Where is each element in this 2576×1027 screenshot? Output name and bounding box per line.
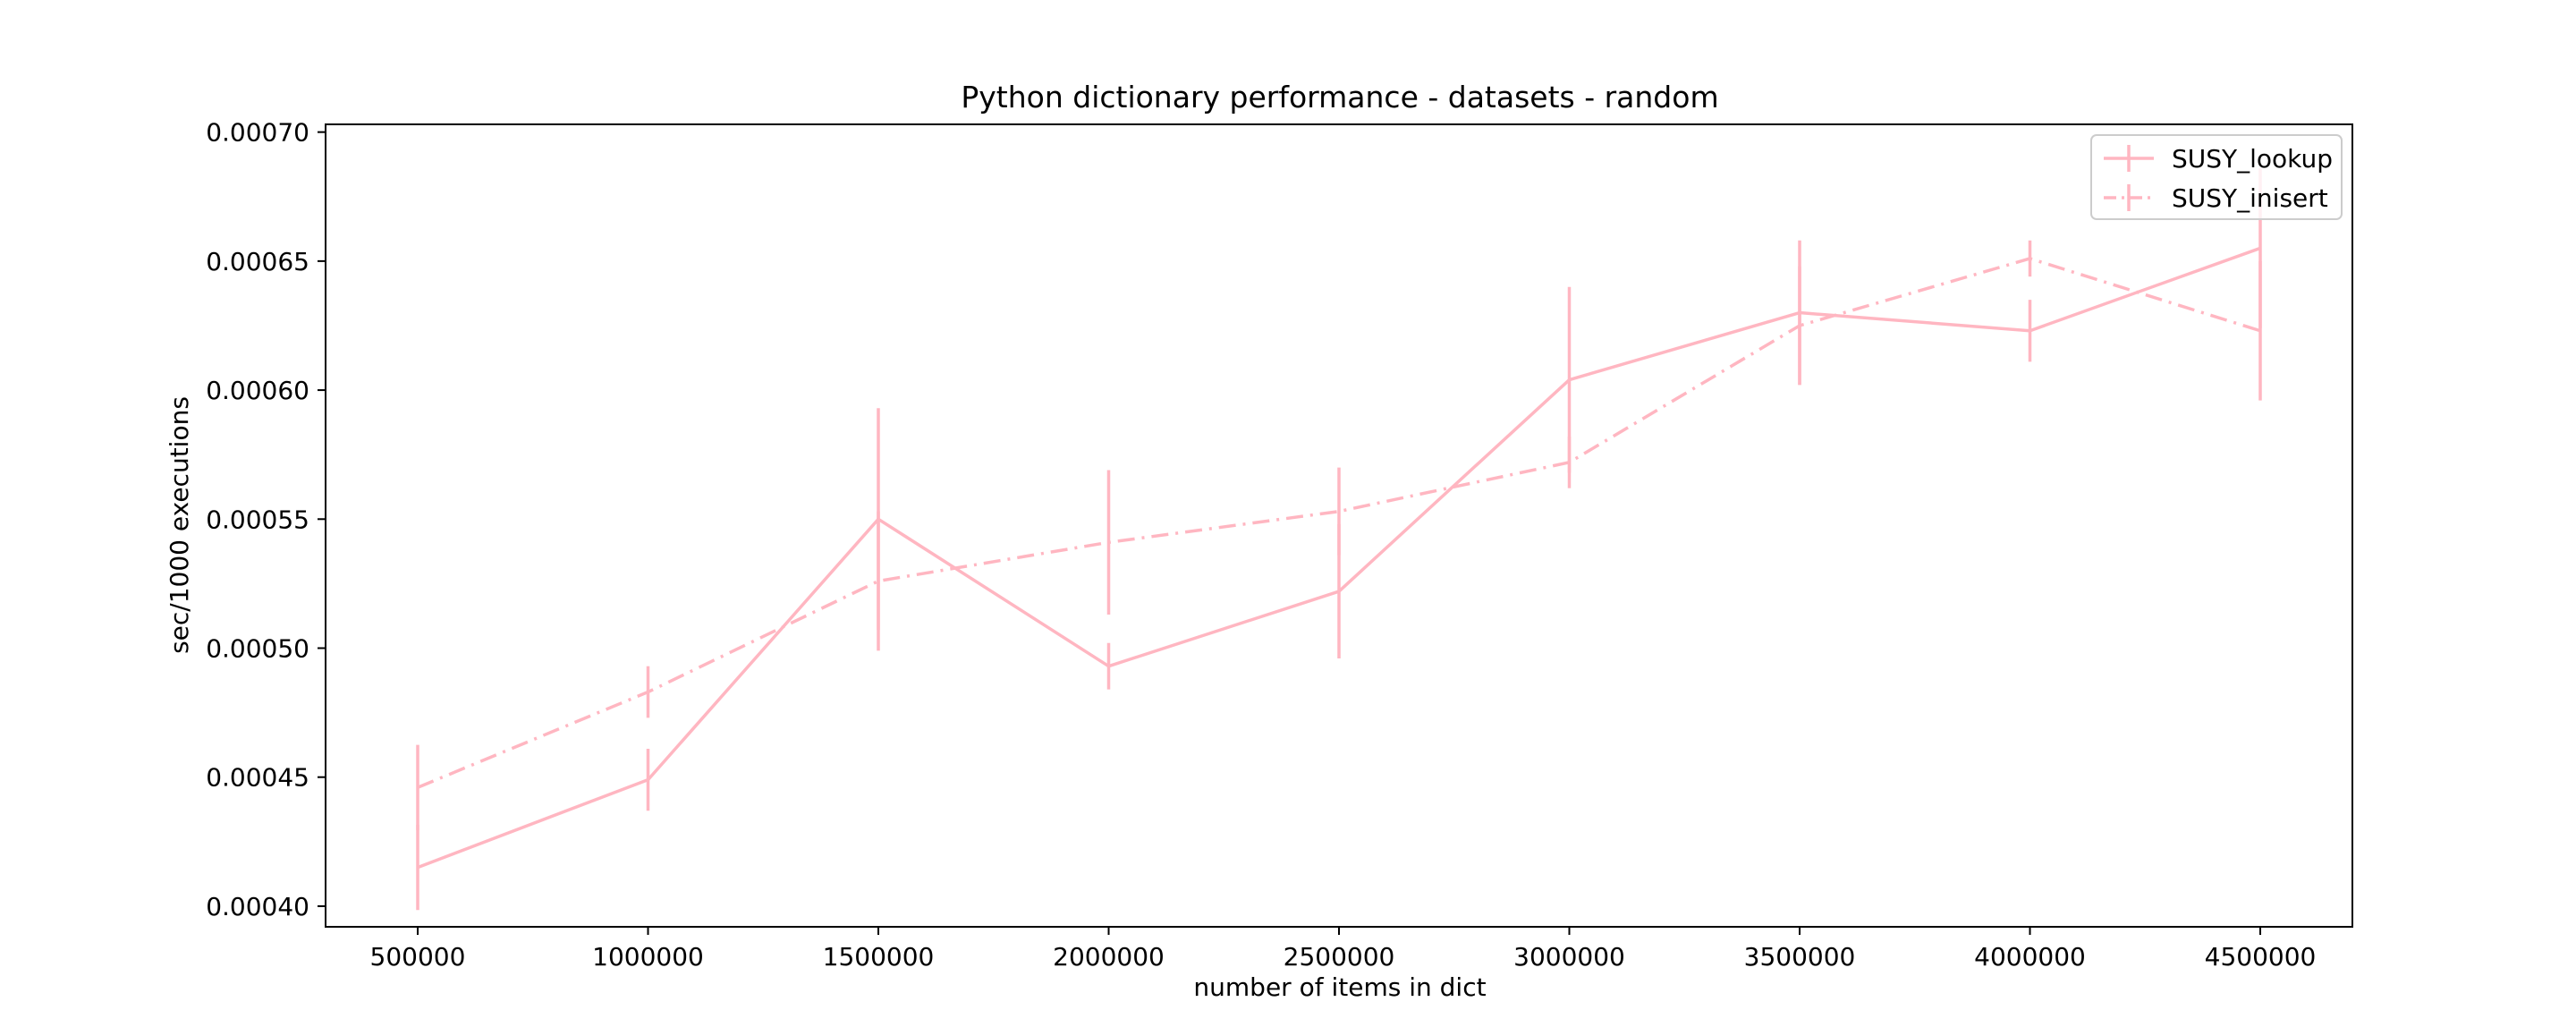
legend-label: SUSY_lookup	[2172, 144, 2333, 174]
x-tick-label: 500000	[370, 942, 466, 972]
series-SUSY_inisert	[416, 240, 2262, 830]
plot-area: 500000 1000000 1500000 2000000 2500000 300000…	[206, 118, 2353, 972]
chart-title: Python dictionary performance - datasets…	[961, 80, 1718, 115]
y-tick-label: 0.00040	[206, 892, 309, 921]
y-tick-label: 0.00070	[206, 118, 309, 148]
x-tick-label: 4500000	[2205, 942, 2317, 972]
x-tick-label: 4000000	[1974, 942, 2086, 972]
y-tick-label: 0.00050	[206, 634, 309, 664]
legend-box	[2090, 134, 2343, 220]
legend: SUSY_lookup SUSY_inisert	[2090, 134, 2343, 220]
legend-label: SUSY_inisert	[2172, 183, 2328, 213]
x-tick-label: 2500000	[1284, 942, 1395, 972]
x-tick-label: 3000000	[1513, 942, 1625, 972]
x-tick-label: 3500000	[1744, 942, 1856, 972]
x-tick-label: 2000000	[1053, 942, 1165, 972]
y-tick-label: 0.00060	[206, 376, 309, 405]
x-tick-label: 1500000	[823, 942, 935, 972]
x-axis-label: number of items in dict	[1193, 972, 1486, 1002]
y-tick-label: 0.00065	[206, 247, 309, 276]
y-tick-label: 0.00055	[206, 505, 309, 534]
series-line	[417, 257, 2261, 789]
y-axis-label: sec/1000 executions	[165, 396, 194, 654]
x-tick-label: 1000000	[592, 942, 704, 972]
y-tick-label: 0.00045	[206, 763, 309, 793]
